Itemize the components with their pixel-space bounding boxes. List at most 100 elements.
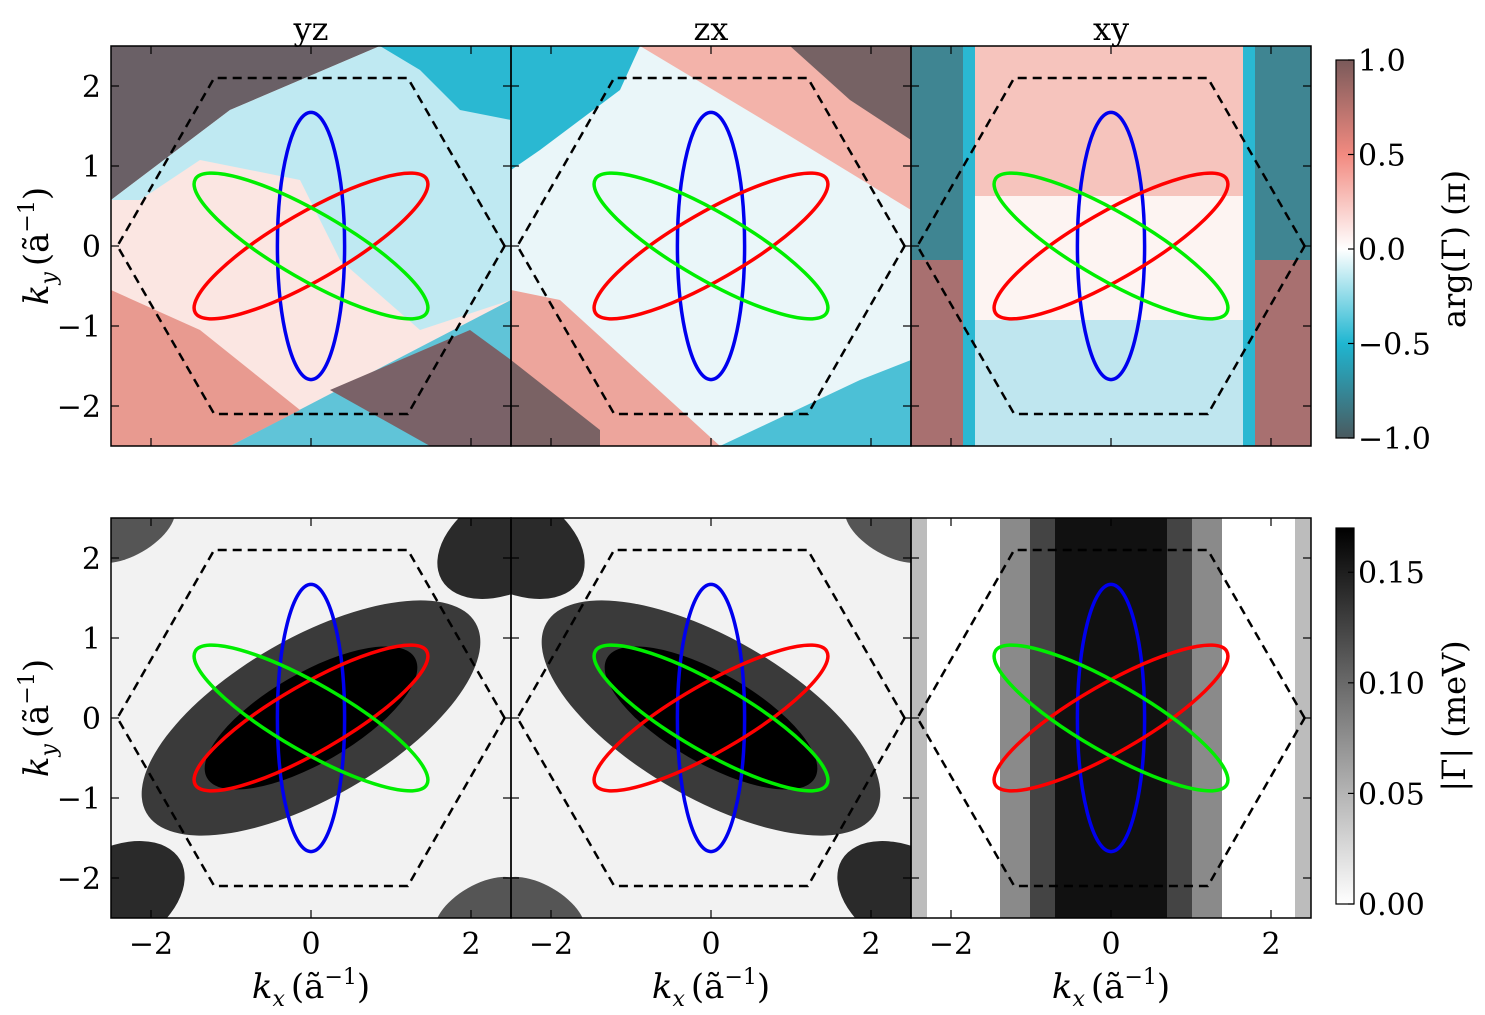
xlabel-units: (ã	[291, 967, 325, 1007]
ylabel-sup: −1	[15, 672, 40, 704]
red-fermi-contour	[592, 171, 830, 321]
panel-top-yz	[111, 46, 511, 446]
green-fermi-contour	[592, 643, 830, 793]
x-tick-label: 2	[861, 927, 880, 962]
heatmap-region-dark	[330, 330, 511, 446]
y-tick-label: 2	[82, 70, 101, 105]
panel-overlay	[515, 548, 907, 888]
heatmap-region-cyan-edge	[380, 46, 511, 120]
xlabel-sub: x	[1072, 987, 1085, 1012]
colorbar-tick-label: 0.05	[1358, 777, 1425, 812]
blue-fermi-contour	[1075, 582, 1147, 854]
green-fermi-contour	[192, 643, 430, 793]
heatmap-region-cyan-strip	[1243, 46, 1255, 446]
colorbar-tick-label: 1.0	[1358, 44, 1406, 79]
brillouin-zone-hexagon	[515, 76, 907, 416]
heatmap-blob	[844, 518, 911, 564]
xlabel-sup: −1	[1124, 965, 1156, 990]
heatmap-region-cyan-strip	[963, 46, 975, 446]
xlabel-sub: x	[272, 987, 285, 1012]
xlabel-var: k	[1052, 967, 1073, 1007]
colorbar-tick-label: 0.15	[1358, 556, 1425, 591]
xlabel-units: (ã	[1091, 967, 1125, 1007]
ylabel-var: k	[17, 285, 57, 306]
svg-text:kx(ã−1): kx (ã−1)	[1052, 965, 1170, 1012]
y-tick-label: 1	[82, 622, 101, 657]
ylabel-var: k	[17, 757, 57, 778]
ylabel-bottom: ky (ã−1)	[15, 659, 62, 777]
green-fermi-contour	[992, 171, 1230, 321]
green-fermi-contour	[992, 643, 1230, 793]
xlabel-zx: kx (ã−1)	[652, 965, 770, 1012]
brillouin-zone-hexagon	[115, 76, 507, 416]
xlabel-close: )	[1157, 967, 1170, 1007]
red-fermi-contour	[192, 643, 430, 793]
heatmap-region-red-right	[1255, 260, 1311, 446]
heatmap-blob	[204, 646, 418, 790]
heatmap-region-cyan	[111, 46, 511, 330]
magnitude-colorbar	[1335, 527, 1355, 905]
panel-title-yz: yz	[293, 10, 329, 48]
x-tick-label: 0	[301, 927, 320, 962]
panel-overlay	[515, 76, 907, 416]
x-tick-label: 0	[701, 927, 720, 962]
heatmap-blob	[111, 518, 176, 564]
y-tick-label: −2	[57, 390, 101, 425]
ylabel-close: )	[17, 187, 57, 200]
x-tick-label: 0	[1101, 927, 1120, 962]
ylabel-sub: y	[37, 744, 62, 758]
heatmap-blob	[437, 518, 511, 599]
heatmap-region-red-left	[911, 260, 963, 446]
panel-overlay	[115, 548, 507, 888]
xlabel-sup: −1	[724, 965, 756, 990]
blue-fermi-contour	[1075, 110, 1147, 382]
red-fermi-contour	[192, 171, 430, 321]
xlabel-sup: −1	[324, 965, 356, 990]
ylabel-sup: −1	[15, 200, 40, 232]
panel-bottom-xy	[911, 518, 1311, 918]
heatmap-region-red	[111, 290, 300, 446]
colorbar-tick-label: 0.5	[1358, 139, 1406, 174]
heatmap-band	[1055, 518, 1167, 918]
svg-text:ky(ã−1): ky (ã−1)	[15, 659, 62, 777]
heatmap-blob	[511, 518, 585, 599]
panel-overlay	[915, 548, 1307, 888]
y-tick-label: −1	[57, 310, 101, 345]
x-tick-label: −2	[529, 927, 573, 962]
heatmap-region-cyan	[511, 46, 640, 170]
heatmap-region-dark	[511, 360, 600, 446]
panel-overlay	[915, 76, 1307, 416]
y-tick-label: 0	[82, 230, 101, 265]
y-tick-label: 1	[82, 150, 101, 185]
colorbar-tick-label: 0.10	[1358, 667, 1425, 702]
ylabel-top: ky (ã−1)	[15, 187, 62, 305]
overlays	[115, 76, 1307, 888]
xlabel-units: (ã	[691, 967, 725, 1007]
xlabel-sub: x	[672, 987, 685, 1012]
heatmap-blob	[837, 841, 911, 918]
x-tick-label: −2	[129, 927, 173, 962]
heatmap-blob	[434, 876, 511, 918]
xlabel-yz: kx (ã−1)	[252, 965, 370, 1012]
svg-text:kx(ã−1): kx (ã−1)	[652, 965, 770, 1012]
x-tick-label: −2	[929, 927, 973, 962]
colorbar-tick-label: −0.5	[1358, 328, 1431, 363]
y-tick-label: 0	[82, 702, 101, 737]
panel-overlay	[115, 76, 507, 416]
red-fermi-contour	[992, 643, 1230, 793]
xlabel-close: )	[757, 967, 770, 1007]
ylabel-sub: y	[37, 272, 62, 286]
panel-top-zx	[511, 46, 911, 446]
red-fermi-contour	[592, 643, 830, 793]
ylabel-units: (ã	[17, 233, 57, 267]
x-tick-label: 2	[461, 927, 480, 962]
heatmap-region-cyan	[971, 320, 1247, 446]
brillouin-zone-hexagon	[915, 548, 1307, 888]
heatmap-blob	[604, 646, 818, 790]
ylabel-units: (ã	[17, 705, 57, 739]
axis-ticks: −2 −1 0 1 2 −2 0 2 −2 −1 0 1 2 −2 0 2 −2 0 2	[57, 46, 1311, 962]
y-tick-label: −1	[57, 782, 101, 817]
green-fermi-contour	[592, 171, 830, 321]
blue-fermi-contour	[275, 110, 347, 382]
